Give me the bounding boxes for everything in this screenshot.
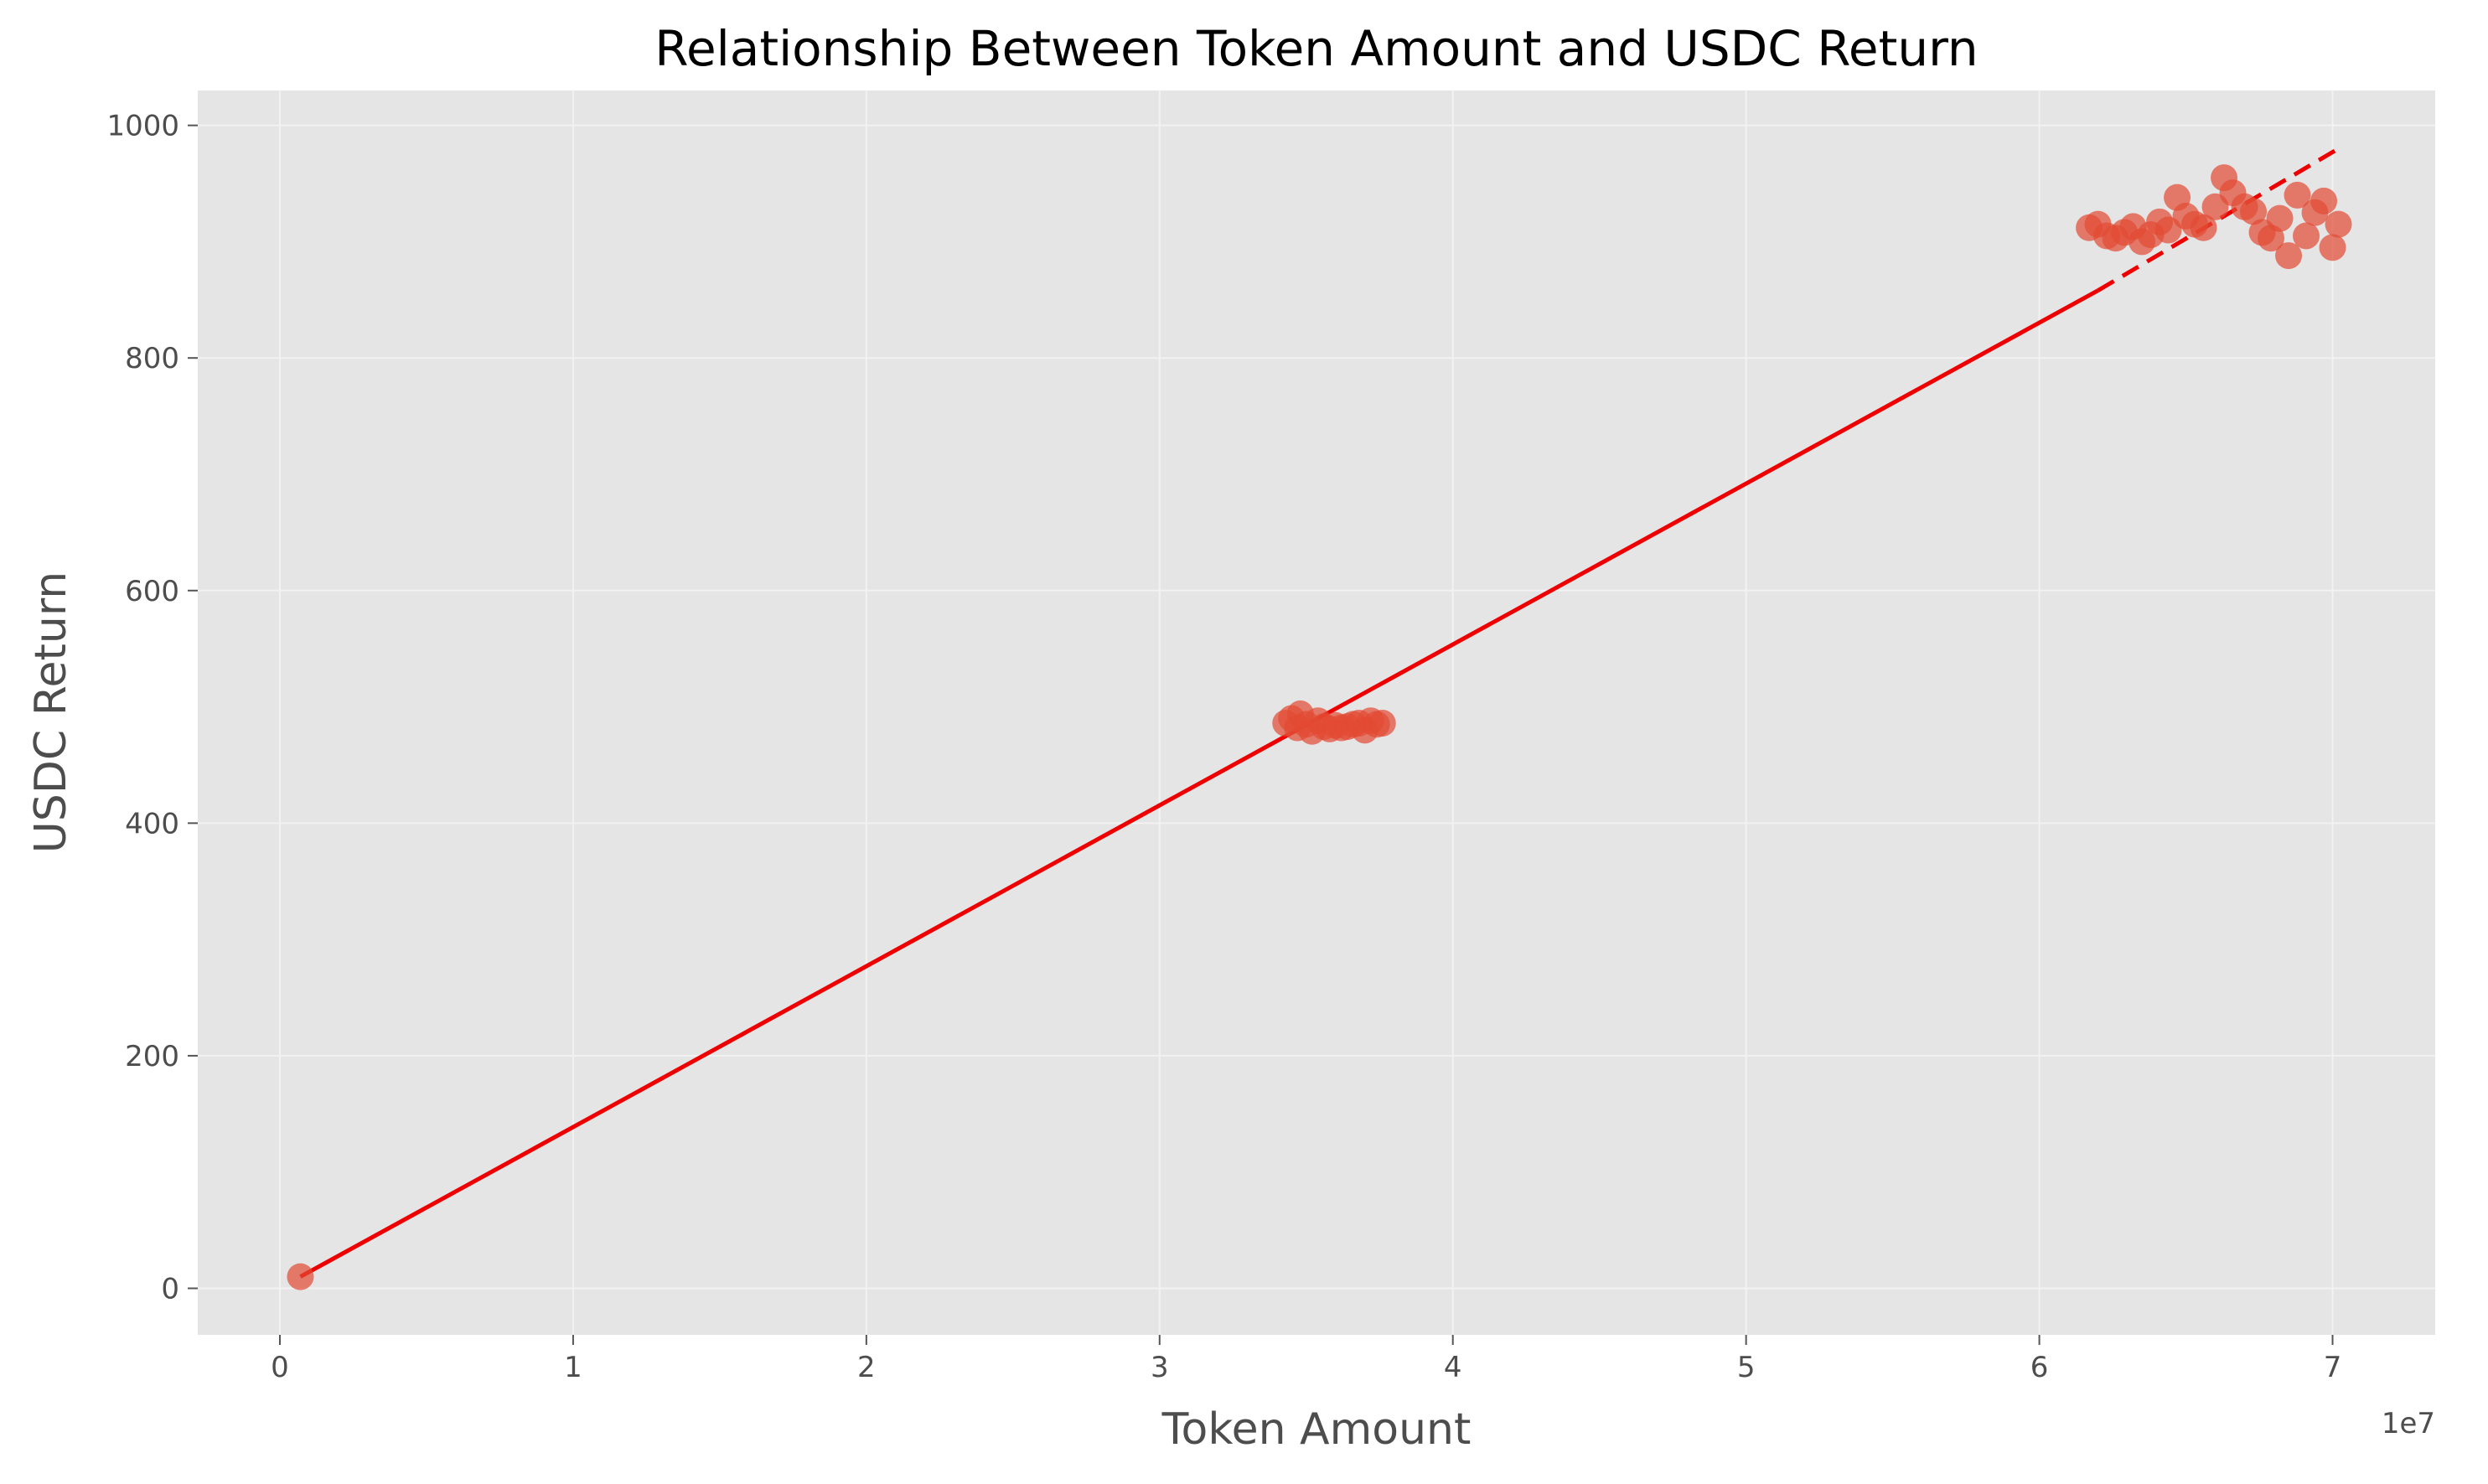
x-tick-label: 7 [2324,1351,2342,1384]
y-tick-label: 800 [125,342,179,375]
fit-line-solid [299,288,2099,1279]
x-tick-label: 5 [1737,1351,1756,1384]
x-tick-label: 0 [271,1351,289,1384]
data-point [2240,198,2268,225]
x-tick-label: 4 [1444,1351,1462,1384]
x-tick-label: 2 [857,1351,876,1384]
data-point [2310,187,2338,215]
grid [198,90,2435,1335]
fit-line-dashed [2097,147,2340,292]
y-axis-label: USDC Return [26,571,76,854]
x-axis-offset-label: 1e7 [2382,1407,2435,1440]
x-tick-label: 1 [564,1351,582,1384]
data-point [2284,181,2311,209]
x-tick-label: 6 [2030,1351,2049,1384]
y-tick-label: 200 [125,1040,179,1073]
data-point [2266,204,2294,232]
data-point [2325,210,2352,238]
y-tick-label: 0 [161,1272,179,1306]
x-tick-label: 3 [1151,1351,1169,1384]
data-point [2319,234,2346,261]
data-point [287,1263,314,1290]
y-tick-label: 1000 [106,110,179,143]
data-points [287,164,2352,1290]
fit-line [299,147,2340,1279]
data-point [2190,214,2217,241]
data-point [2293,222,2320,250]
x-axis-label: Token Amount [1161,1404,1472,1455]
axis-ticks: 0 1 2 3 4 5 6 7 0 200 400 600 800 1000 [106,110,2341,1384]
data-point [2275,242,2303,270]
y-tick-label: 600 [125,575,179,608]
y-tick-label: 400 [125,807,179,840]
chart-title: Relationship Between Token Amount and US… [654,20,1978,77]
data-point [1368,709,1396,737]
